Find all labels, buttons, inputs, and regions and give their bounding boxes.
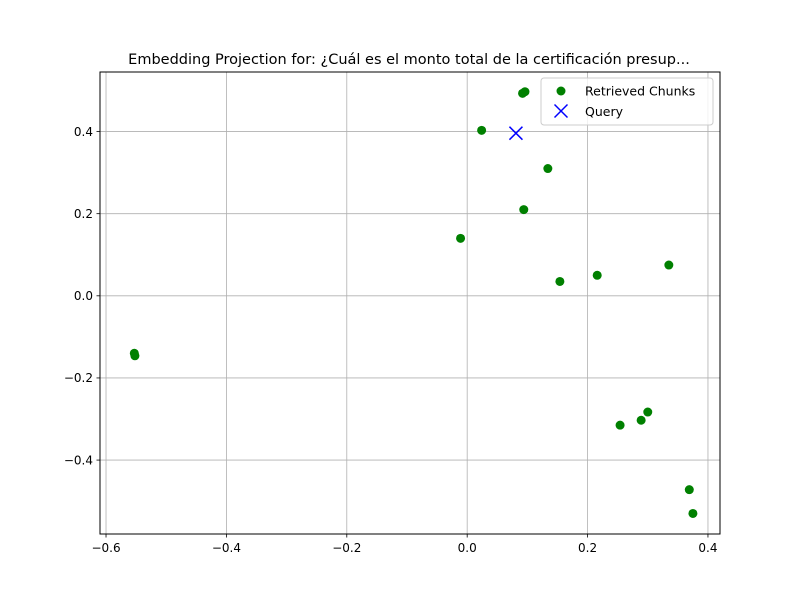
retrieved-chunk-point — [456, 233, 466, 243]
chart-title: Embedding Projection for: ¿Cuál es el mo… — [128, 52, 690, 68]
legend-marker-retrieved-chunks — [556, 86, 566, 96]
y-tick-label: 0.4 — [74, 125, 93, 139]
data-points — [129, 87, 698, 518]
retrieved-chunk-point — [664, 260, 674, 270]
y-tick-label: 0.2 — [74, 207, 93, 221]
retrieved-chunk-point — [592, 270, 602, 280]
retrieved-chunk-point — [519, 205, 529, 215]
x-tick-label: −0.2 — [332, 541, 361, 555]
legend-marker-query — [553, 103, 569, 119]
retrieved-chunk-point — [477, 125, 487, 135]
y-tick-label: −0.4 — [64, 453, 93, 467]
retrieved-chunk-point — [520, 87, 530, 97]
retrieved-chunk-point — [636, 415, 646, 425]
x-tick-label: 0.4 — [698, 541, 717, 555]
legend-box — [540, 77, 714, 126]
y-tick-label: 0.0 — [74, 289, 93, 303]
query-point — [508, 126, 523, 141]
retrieved-chunk-point — [130, 351, 140, 361]
grid-lines — [100, 72, 720, 534]
y-tick-label: −0.2 — [64, 371, 93, 385]
retrieved-chunk-point — [688, 508, 698, 518]
x-tick-label: −0.6 — [91, 541, 120, 555]
retrieved-chunk-point — [643, 407, 653, 417]
retrieved-chunk-point — [615, 420, 625, 430]
retrieved-chunk-point — [543, 164, 553, 174]
x-tick-label: 0.2 — [578, 541, 597, 555]
legend-label-retrieved-chunks: Retrieved Chunks — [585, 84, 695, 99]
axis-ticks: −0.6 −0.4 −0.2 0.0 0.2 0.4 −0.4 −0.2 0.0 0.2 0.4 — [64, 125, 718, 555]
legend-label-query: Query — [585, 104, 624, 119]
retrieved-chunk-point — [555, 276, 565, 286]
x-tick-label: −0.4 — [212, 541, 241, 555]
retrieved-chunk-point — [684, 485, 694, 495]
x-tick-label: 0.0 — [458, 541, 477, 555]
plot-frame — [99, 71, 721, 535]
legend: Retrieved Chunks Query — [540, 77, 714, 126]
